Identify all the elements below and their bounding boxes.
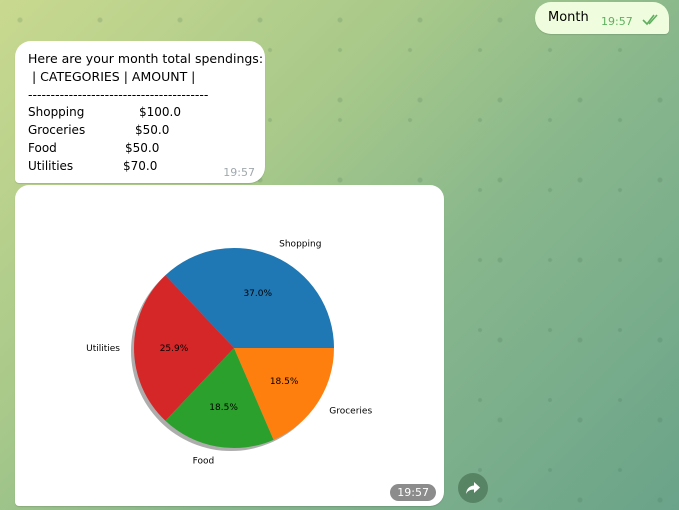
category-label: Shopping xyxy=(28,105,85,119)
pie-slice-shopping xyxy=(165,248,334,348)
incoming-image-time: 19:57 xyxy=(390,484,436,501)
category-label: Utilities xyxy=(28,159,74,173)
slice-percent-label: 37.0% xyxy=(243,289,272,299)
slice-category-label: Utilities xyxy=(86,344,120,354)
amount-value: $50.0 xyxy=(125,141,160,155)
incoming-text-message[interactable]: Here are your month total spendings: | C… xyxy=(15,41,265,183)
pie-slice-utilities xyxy=(134,275,234,421)
pie-slice-groceries xyxy=(234,348,334,440)
double-check-icon xyxy=(642,14,658,26)
amount-value: $70.0 xyxy=(123,159,158,173)
slice-percent-label: 18.5% xyxy=(270,377,299,387)
pie-slice-food xyxy=(165,348,274,448)
share-arrow-icon xyxy=(466,482,480,494)
category-label: Groceries xyxy=(28,123,86,137)
outgoing-message-text: Month xyxy=(548,10,589,25)
pie-chart: 37.0% Shopping 25.9% Utilities 18.5% Food 18.5… xyxy=(86,239,372,466)
slice-category-label: Shopping xyxy=(279,239,321,249)
amount-value: $50.0 xyxy=(135,123,170,137)
incoming-image-message[interactable]: 37.0% Shopping 25.9% Utilities 18.5% Food 18.5… xyxy=(15,185,444,506)
slice-category-label: Food xyxy=(193,456,215,466)
outgoing-message[interactable]: Month 19:57 xyxy=(535,2,669,34)
outgoing-message-time: 19:57 xyxy=(601,15,633,28)
slice-percent-label: 25.9% xyxy=(160,344,189,354)
incoming-text-time: 19:57 xyxy=(223,166,255,179)
slice-category-label: Groceries xyxy=(329,407,372,417)
spending-intro-text: Here are your month total spendings: | C… xyxy=(28,51,264,102)
slice-percent-label: 18.5% xyxy=(209,403,238,413)
amount-value: $100.0 xyxy=(139,105,181,119)
category-label: Food xyxy=(28,141,57,155)
share-button[interactable] xyxy=(458,473,488,503)
